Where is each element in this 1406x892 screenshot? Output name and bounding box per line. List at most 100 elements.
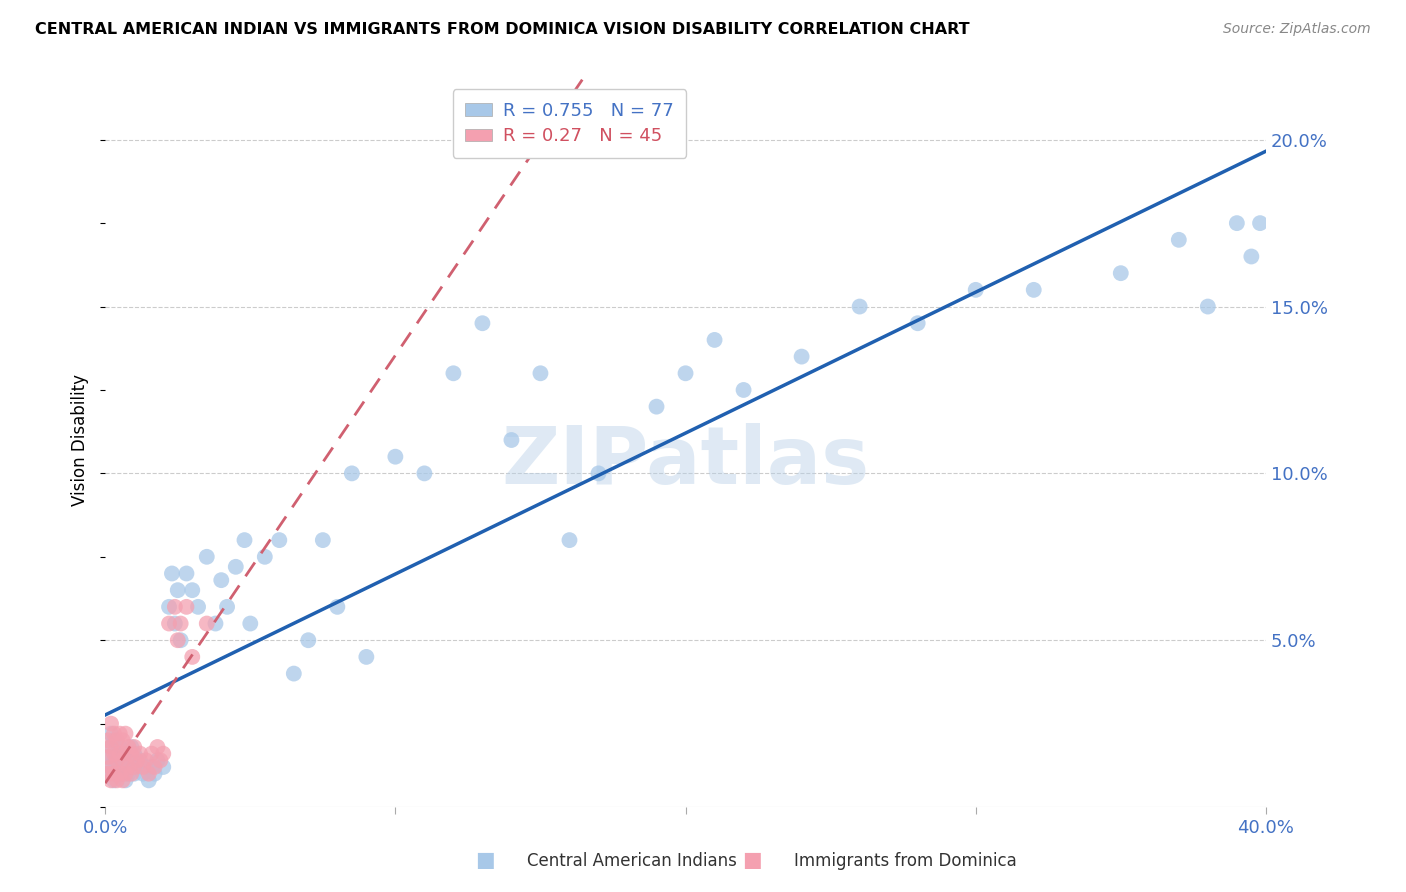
Point	[117, 739, 139, 754]
Point	[108, 739, 131, 754]
Point	[97, 750, 120, 764]
Point	[181, 649, 204, 664]
Point	[103, 773, 125, 788]
Point	[97, 766, 120, 780]
Point	[1197, 300, 1219, 314]
Point	[1249, 216, 1271, 230]
Point	[141, 760, 163, 774]
Point	[848, 300, 870, 314]
Point	[471, 316, 494, 330]
Text: ZIPatlas: ZIPatlas	[502, 423, 870, 501]
Point	[1167, 233, 1189, 247]
Point	[645, 400, 668, 414]
Point	[129, 747, 152, 761]
Point	[356, 649, 378, 664]
Point	[129, 753, 152, 767]
Text: Central American Indians: Central American Indians	[527, 852, 737, 870]
Point	[105, 773, 128, 788]
Point	[105, 766, 128, 780]
Point	[187, 599, 209, 614]
Point	[114, 773, 136, 788]
Point	[108, 766, 131, 780]
Point	[283, 666, 305, 681]
Point	[166, 633, 188, 648]
Point	[169, 633, 191, 648]
Point	[117, 766, 139, 780]
Point	[204, 616, 226, 631]
Legend: R = 0.755   N = 77, R = 0.27   N = 45: R = 0.755 N = 77, R = 0.27 N = 45	[453, 89, 686, 158]
Point	[146, 739, 169, 754]
Text: ■: ■	[475, 850, 495, 870]
Point	[733, 383, 755, 397]
Point	[111, 747, 134, 761]
Point	[166, 583, 188, 598]
Point	[114, 753, 136, 767]
Point	[790, 350, 813, 364]
Point	[120, 747, 142, 761]
Point	[105, 747, 128, 761]
Point	[114, 747, 136, 761]
Point	[120, 760, 142, 774]
Point	[253, 549, 276, 564]
Point	[703, 333, 725, 347]
Point	[120, 766, 142, 780]
Point	[122, 760, 145, 774]
Point	[97, 766, 120, 780]
Point	[501, 433, 523, 447]
Point	[108, 747, 131, 761]
Text: ■: ■	[742, 850, 762, 870]
Point	[965, 283, 987, 297]
Point	[340, 467, 363, 481]
Point	[269, 533, 291, 548]
Point	[1022, 283, 1045, 297]
Point	[122, 739, 145, 754]
Point	[135, 760, 157, 774]
Point	[157, 599, 180, 614]
Point	[103, 753, 125, 767]
Point	[176, 599, 198, 614]
Point	[160, 566, 183, 581]
Point	[297, 633, 319, 648]
Text: Source: ZipAtlas.com: Source: ZipAtlas.com	[1223, 22, 1371, 37]
Point	[1226, 216, 1249, 230]
Point	[97, 733, 120, 747]
Point	[111, 766, 134, 780]
Y-axis label: Vision Disability: Vision Disability	[72, 374, 89, 506]
Point	[111, 733, 134, 747]
Point	[100, 739, 122, 754]
Point	[108, 760, 131, 774]
Point	[114, 726, 136, 740]
Point	[132, 760, 155, 774]
Point	[127, 753, 149, 767]
Point	[100, 773, 122, 788]
Point	[907, 316, 929, 330]
Point	[529, 366, 551, 380]
Point	[120, 739, 142, 754]
Point	[127, 760, 149, 774]
Point	[117, 760, 139, 774]
Point	[217, 599, 239, 614]
Point	[103, 747, 125, 761]
Point	[588, 467, 610, 481]
Point	[108, 726, 131, 740]
Point	[114, 766, 136, 780]
Point	[558, 533, 581, 548]
Point	[100, 739, 122, 754]
Point	[326, 599, 349, 614]
Point	[181, 583, 204, 598]
Point	[195, 616, 218, 631]
Point	[152, 747, 174, 761]
Point	[169, 616, 191, 631]
Point	[163, 616, 186, 631]
Point	[149, 753, 172, 767]
Point	[100, 760, 122, 774]
Point	[1240, 250, 1263, 264]
Point	[143, 766, 166, 780]
Point	[233, 533, 256, 548]
Point	[105, 753, 128, 767]
Point	[413, 467, 436, 481]
Text: Immigrants from Dominica: Immigrants from Dominica	[794, 852, 1017, 870]
Point	[138, 773, 160, 788]
Point	[157, 616, 180, 631]
Point	[103, 726, 125, 740]
